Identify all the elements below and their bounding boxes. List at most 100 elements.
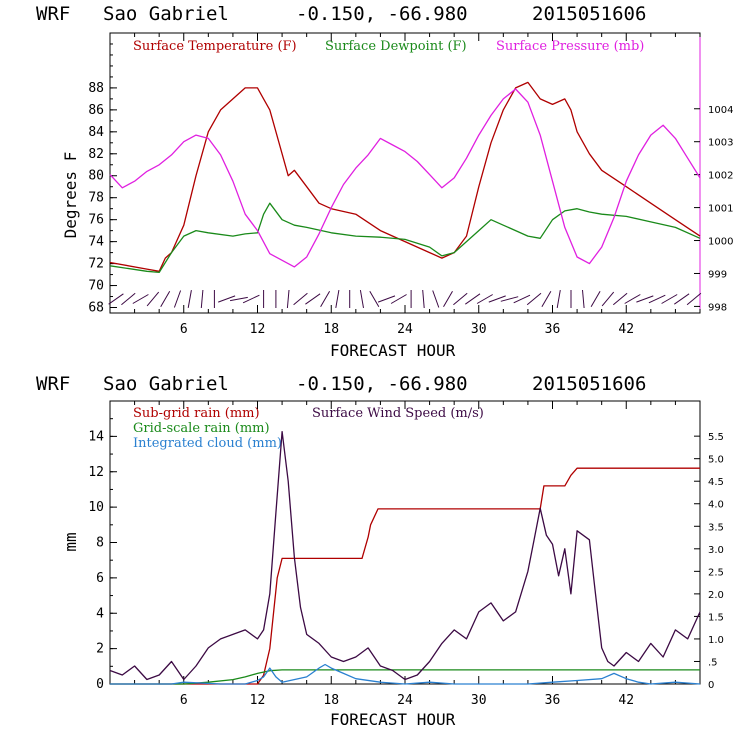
chart2-series-2-line [110, 663, 701, 685]
chart1-xtick-label: 6 [180, 322, 188, 337]
wind-barb-icon [541, 290, 552, 308]
chart1-x-axis: 6 12 18 24 30 36 42 [109, 33, 701, 337]
chart2-x-axis: 6 12 18 24 30 36 42 [109, 401, 701, 708]
chart1-xtick-label: 24 [397, 322, 413, 337]
chart1-ytick-label: 74 [88, 235, 104, 250]
chart2-xtick-label: 36 [545, 693, 561, 708]
wind-barb-icon [674, 293, 690, 305]
chart1-y2tick-label: 1003 [708, 138, 733, 149]
chart1-series-1-line [109, 202, 701, 274]
wind-barb-icon [526, 292, 542, 306]
wind-barb-icon [108, 293, 124, 305]
chart1-ytick-label: 68 [88, 301, 104, 316]
chart2-series-0-line [110, 467, 700, 685]
chart1-header-location: Sao Gabriel [103, 3, 229, 25]
chart1-legend-temperature: Surface Temperature (F) [133, 39, 297, 54]
chart2-ytick-label: 14 [88, 429, 104, 444]
chart2-y2-axis: 0 .5 1.0 1.5 2.0 2.5 3.0 3.5 4.0 4.5 5.0 5.5 [694, 432, 724, 691]
wind-barb-icon [648, 294, 666, 304]
wind-barb-icon [173, 290, 182, 308]
chart1-y2tick-label: 1000 [708, 237, 733, 248]
chart2-series-3-line [109, 430, 701, 681]
chart1-header: WRF Sao Gabriel -0.150, -66.980 20150516… [36, 3, 646, 25]
chart2-y2tick-label: 2.0 [708, 590, 724, 601]
wind-barb-icon [661, 294, 678, 304]
chart1-header-model: WRF [36, 3, 70, 25]
chart2-ytick-label: 10 [88, 500, 104, 515]
chart2-header-model: WRF [36, 373, 70, 395]
chart2-legend: Sub-grid rain (mm) Grid-scale rain (mm) … [133, 406, 484, 451]
chart2-y-axis: 0 2 4 6 8 10 12 14 [88, 400, 117, 692]
wind-barb-icon [218, 295, 236, 303]
chart1-series-0-line [109, 81, 701, 272]
chart2-ytick-label: 0 [96, 677, 104, 692]
wind-barb-icon [513, 294, 531, 304]
wind-barb-icon [369, 290, 380, 308]
wind-barb-icon [160, 290, 171, 308]
chart1-legend-pressure: Surface Pressure (mb) [496, 39, 644, 54]
chart1-ytick-label: 80 [88, 169, 104, 184]
chart2-legend-wind-speed: Surface Wind Speed (m/s) [312, 406, 484, 421]
chart2-legend-gridscale-rain: Grid-scale rain (mm) [133, 421, 270, 436]
wind-barb-icon [242, 294, 260, 304]
chart1-legend: Surface Temperature (F) Surface Dewpoint… [133, 39, 644, 54]
wind-barb-icon [230, 296, 248, 302]
wind-barb-icon [132, 294, 149, 304]
chart1-ytick-label: 70 [88, 279, 104, 294]
chart1-xtick-label: 42 [618, 322, 634, 337]
chart1-y-axis: 68 70 72 74 76 78 80 82 84 86 88 [88, 32, 117, 316]
chart2-ytick-label: 6 [96, 571, 104, 586]
wind-barb-icon [432, 290, 440, 308]
wind-barb-icon [422, 289, 425, 309]
chart2-y2tick-label: 1.5 [708, 612, 724, 623]
chart2-y2tick-label: 0 [708, 680, 714, 691]
wind-barb-icon [590, 290, 601, 308]
chart1-ytick-label: 82 [88, 147, 104, 162]
chart2-xtick-label: 42 [618, 693, 634, 708]
chart1-y2tick-label: 999 [708, 269, 727, 280]
chart2-xlabel: FORECAST HOUR [330, 710, 456, 729]
chart2-legend-subgrid-rain: Sub-grid rain (mm) [133, 406, 260, 421]
chart1-y2-axis: 998 999 1000 1001 1002 1003 1004 [694, 105, 733, 313]
chart2-ytick-label: 2 [96, 642, 104, 657]
wind-barb-icon [465, 293, 481, 305]
chart2-y2tick-label: 2.5 [708, 567, 724, 578]
wind-barb-icon [556, 290, 561, 308]
wind-barb-icon [377, 295, 396, 303]
wind-barb-icon [453, 292, 468, 306]
chart2-series [109, 430, 701, 685]
wind-barb-icon [488, 295, 506, 303]
chart2-ytick-label: 4 [96, 606, 104, 621]
wind-barb-icon [500, 296, 519, 302]
chart1-header-init: 2015051606 [532, 3, 646, 25]
chart1-ytick-label: 76 [88, 213, 104, 228]
chart1-xtick-label: 30 [471, 322, 487, 337]
chart1-y2tick-label: 998 [708, 302, 727, 313]
chart2-y2tick-label: 5.5 [708, 432, 724, 443]
chart2-y2tick-label: 4.5 [708, 477, 724, 488]
chart2-series-1-line [110, 669, 700, 685]
chart2-xtick-label: 18 [323, 693, 339, 708]
chart2-xtick-label: 12 [250, 693, 266, 708]
chart1-series-2-line [109, 88, 701, 268]
chart2-y2tick-label: 1.0 [708, 635, 724, 646]
chart2-xtick-label: 24 [397, 693, 413, 708]
chart2-y2tick-label: .5 [708, 657, 718, 668]
chart2-legend-integrated-cloud: Integrated cloud (mm) [133, 436, 282, 451]
chart1-ytick-label: 78 [88, 191, 104, 206]
chart2-xtick-label: 30 [471, 693, 487, 708]
chart2-header-location: Sao Gabriel [103, 373, 229, 395]
chart1-series [109, 81, 701, 274]
chart1-y2tick-label: 1004 [708, 105, 733, 116]
wind-barb-icon [476, 294, 493, 304]
wind-barb-icon [200, 289, 204, 309]
wind-barb-icon [320, 290, 331, 308]
chart1-ylabel: Degrees F [61, 152, 80, 239]
chart1-ytick-label: 84 [88, 125, 104, 140]
chart2-y2tick-label: 3.0 [708, 545, 724, 556]
wind-barb-icon [146, 291, 160, 307]
wind-barb-icon [624, 294, 641, 304]
chart2-y2tick-label: 5.0 [708, 455, 724, 466]
